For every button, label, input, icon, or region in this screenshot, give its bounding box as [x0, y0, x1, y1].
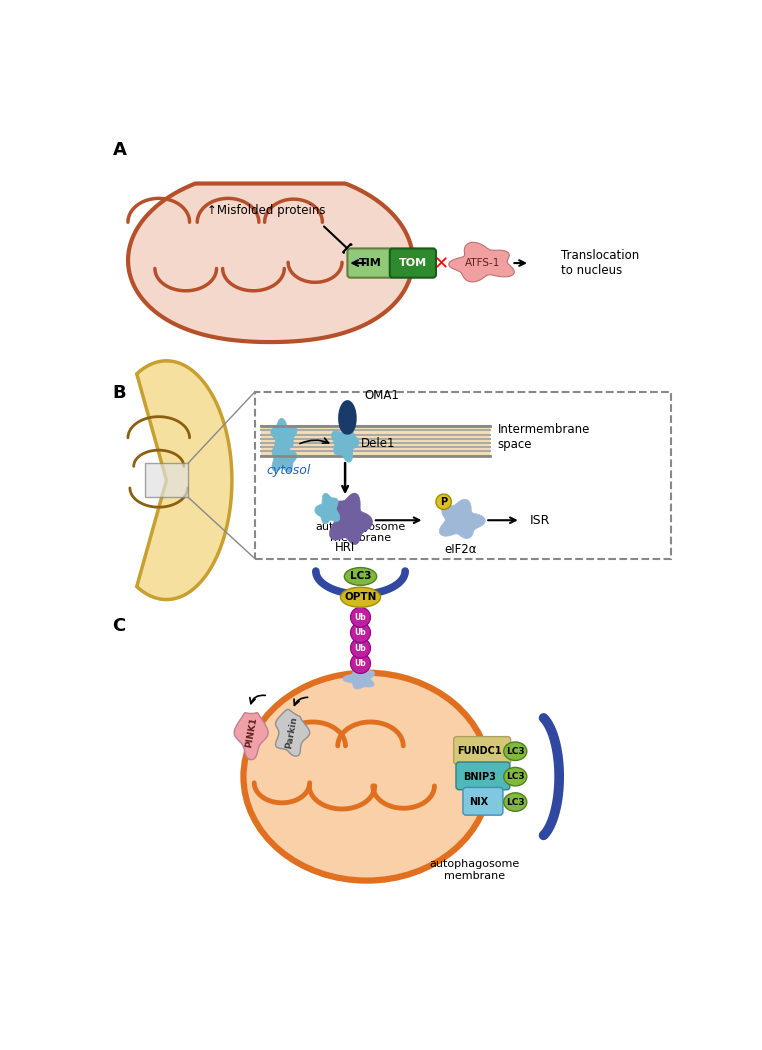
Text: autophagosome
membrane: autophagosome membrane	[315, 522, 405, 543]
Polygon shape	[272, 439, 297, 472]
Polygon shape	[329, 494, 373, 545]
Ellipse shape	[504, 793, 527, 812]
Circle shape	[351, 607, 370, 627]
Text: C: C	[113, 617, 126, 635]
Polygon shape	[331, 426, 359, 462]
Ellipse shape	[504, 768, 527, 785]
FancyBboxPatch shape	[145, 463, 188, 497]
FancyBboxPatch shape	[347, 249, 394, 277]
Polygon shape	[128, 184, 413, 342]
Text: ✕: ✕	[434, 255, 449, 274]
Text: Parkin: Parkin	[284, 716, 299, 750]
Text: Translocation
to nucleus: Translocation to nucleus	[561, 249, 639, 277]
Ellipse shape	[344, 568, 376, 585]
Polygon shape	[440, 500, 485, 539]
Circle shape	[351, 638, 370, 658]
Text: LC3: LC3	[506, 772, 524, 781]
Text: Ub: Ub	[354, 628, 367, 637]
Text: PINK1: PINK1	[244, 717, 258, 749]
Ellipse shape	[341, 587, 380, 607]
Text: LC3: LC3	[506, 747, 524, 756]
Polygon shape	[271, 418, 297, 453]
Text: cytosol: cytosol	[267, 464, 311, 478]
Polygon shape	[338, 400, 357, 435]
Text: LC3: LC3	[506, 798, 524, 806]
Text: HRI: HRI	[335, 542, 355, 554]
Circle shape	[351, 623, 370, 643]
Text: BNIP3: BNIP3	[463, 772, 495, 781]
Bar	[261, 426, 490, 456]
Circle shape	[351, 653, 370, 673]
Circle shape	[436, 495, 451, 509]
Text: P: P	[440, 497, 447, 507]
Ellipse shape	[243, 673, 490, 881]
Text: LC3: LC3	[350, 571, 371, 582]
Polygon shape	[343, 669, 375, 689]
Text: Dele1: Dele1	[360, 437, 395, 449]
Polygon shape	[136, 361, 232, 600]
Text: B: B	[113, 384, 126, 402]
Polygon shape	[449, 243, 514, 281]
Text: ISR: ISR	[530, 513, 550, 527]
Text: Ub: Ub	[354, 644, 367, 652]
Text: ↑Misfolded proteins: ↑Misfolded proteins	[207, 204, 326, 217]
FancyBboxPatch shape	[255, 392, 671, 559]
Text: TIM: TIM	[359, 258, 382, 268]
Polygon shape	[315, 494, 340, 524]
Text: autophagosome
membrane: autophagosome membrane	[429, 859, 520, 881]
Text: Intermembrane
space: Intermembrane space	[498, 423, 590, 452]
FancyBboxPatch shape	[453, 737, 511, 764]
FancyBboxPatch shape	[456, 762, 510, 790]
Text: NIX: NIX	[469, 797, 488, 807]
FancyBboxPatch shape	[389, 249, 436, 277]
Text: ATFS-1: ATFS-1	[465, 258, 500, 268]
Ellipse shape	[504, 742, 527, 760]
Polygon shape	[234, 713, 268, 760]
Text: Ub: Ub	[354, 659, 367, 668]
Text: Ub: Ub	[354, 613, 367, 622]
FancyBboxPatch shape	[463, 788, 503, 815]
Text: A: A	[113, 142, 126, 160]
Text: OPTN: OPTN	[344, 592, 376, 603]
Polygon shape	[276, 710, 309, 756]
Text: TOM: TOM	[399, 258, 427, 268]
Text: FUNDC1: FUNDC1	[456, 747, 501, 756]
Text: eIF2α: eIF2α	[444, 543, 477, 556]
Text: OMA1: OMA1	[364, 388, 399, 402]
